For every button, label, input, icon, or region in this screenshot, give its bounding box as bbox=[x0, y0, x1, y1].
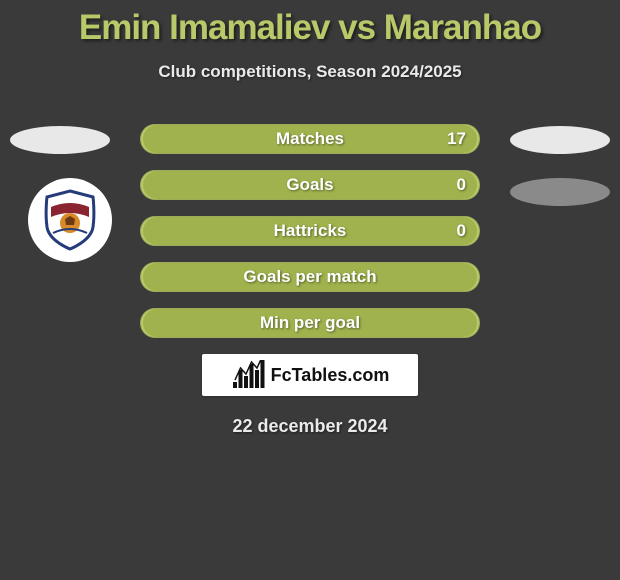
page-subtitle: Club competitions, Season 2024/2025 bbox=[0, 62, 620, 82]
shield-icon bbox=[43, 189, 97, 251]
stat-bar: Min per goal bbox=[140, 308, 480, 338]
page-title: Emin Imamaliev vs Maranhao bbox=[0, 8, 620, 48]
stat-bar: Hattricks0 bbox=[140, 216, 480, 246]
right-player-oval-1 bbox=[510, 126, 610, 154]
stat-bars: Matches17Goals0Hattricks0Goals per match… bbox=[140, 124, 480, 338]
stat-bar-label: Matches bbox=[140, 124, 480, 154]
stat-bar-label: Goals bbox=[140, 170, 480, 200]
club-crest bbox=[28, 178, 112, 262]
stat-bar-label: Goals per match bbox=[140, 262, 480, 292]
stat-bar: Goals0 bbox=[140, 170, 480, 200]
stat-bar-value-right: 0 bbox=[457, 216, 466, 246]
date-text: 22 december 2024 bbox=[0, 416, 620, 437]
stat-bar: Matches17 bbox=[140, 124, 480, 154]
logo-text: FcTables.com bbox=[271, 365, 390, 386]
left-player-oval bbox=[10, 126, 110, 154]
stat-bar: Goals per match bbox=[140, 262, 480, 292]
stat-bar-value-right: 0 bbox=[457, 170, 466, 200]
fctables-logo: FcTables.com bbox=[202, 354, 418, 396]
bar-chart-icon bbox=[231, 360, 267, 390]
right-player-oval-2 bbox=[510, 178, 610, 206]
stat-bar-label: Hattricks bbox=[140, 216, 480, 246]
comparison-content: Matches17Goals0Hattricks0Goals per match… bbox=[0, 124, 620, 437]
stat-bar-label: Min per goal bbox=[140, 308, 480, 338]
stat-bar-value-right: 17 bbox=[447, 124, 466, 154]
